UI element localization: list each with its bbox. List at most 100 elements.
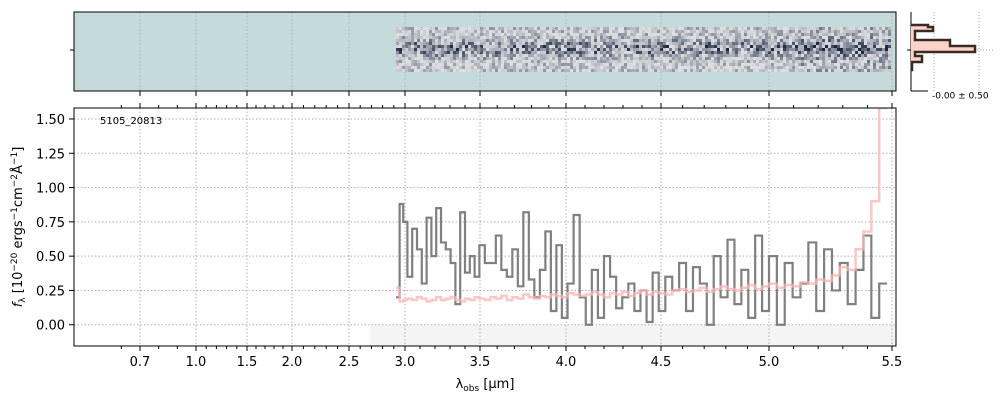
pixel: [843, 27, 846, 30]
pixel: [492, 45, 495, 48]
pixel: [798, 33, 801, 36]
pixel: [594, 60, 597, 63]
pixel: [549, 42, 552, 45]
pixel: [834, 27, 837, 30]
pixel: [621, 39, 624, 42]
pixel: [681, 30, 684, 33]
pixel: [534, 66, 537, 69]
pixel: [432, 45, 435, 48]
pixel: [576, 33, 579, 36]
pixel: [849, 27, 852, 30]
pixel: [681, 33, 684, 36]
pixel: [402, 27, 405, 30]
pixel: [732, 51, 735, 54]
pixel: [648, 66, 651, 69]
pixel: [831, 51, 834, 54]
pixel: [828, 63, 831, 66]
pixel: [783, 27, 786, 30]
pixel: [516, 36, 519, 39]
pixel: [399, 57, 402, 60]
pixel: [849, 33, 852, 36]
pixel: [513, 39, 516, 42]
pixel: [690, 36, 693, 39]
y-tick-label: 1.50: [36, 113, 65, 128]
pixel: [420, 42, 423, 45]
pixel: [771, 69, 774, 72]
pixel: [801, 36, 804, 39]
pixel: [642, 51, 645, 54]
y-axis-label: fλ [10−20 ergs−1cm−2Å−1]: [10, 147, 28, 308]
pixel: [624, 39, 627, 42]
pixel: [795, 48, 798, 51]
pixel: [585, 45, 588, 48]
pixel: [882, 33, 885, 36]
pixel: [885, 63, 888, 66]
pixel: [714, 39, 717, 42]
pixel: [762, 39, 765, 42]
pixel: [423, 66, 426, 69]
pixel: [513, 33, 516, 36]
x-tick-label: 1.5: [237, 355, 258, 370]
pixel: [840, 30, 843, 33]
pixel: [621, 45, 624, 48]
pixel: [399, 48, 402, 51]
pixel: [510, 48, 513, 51]
pixel: [450, 69, 453, 72]
pixel: [810, 33, 813, 36]
pixel: [735, 39, 738, 42]
pixel: [837, 66, 840, 69]
pixel: [405, 66, 408, 69]
pixel: [714, 45, 717, 48]
pixel: [429, 42, 432, 45]
pixel: [843, 63, 846, 66]
pixel: [423, 60, 426, 63]
pixel: [615, 48, 618, 51]
pixel: [429, 27, 432, 30]
pixel: [612, 39, 615, 42]
pixel: [822, 66, 825, 69]
pixel: [828, 57, 831, 60]
pixel: [669, 39, 672, 42]
pixel: [486, 45, 489, 48]
pixel: [528, 60, 531, 63]
pixel: [750, 39, 753, 42]
pixel: [645, 57, 648, 60]
pixel: [642, 39, 645, 42]
pixel: [477, 48, 480, 51]
pixel: [525, 45, 528, 48]
pixel: [705, 39, 708, 42]
pixel: [825, 27, 828, 30]
pixel: [723, 33, 726, 36]
pixel: [867, 30, 870, 33]
pixel: [735, 33, 738, 36]
pixel: [672, 45, 675, 48]
pixel: [600, 36, 603, 39]
pixel: [819, 48, 822, 51]
pixel: [438, 51, 441, 54]
pixel: [783, 39, 786, 42]
pixel: [402, 57, 405, 60]
pixel: [771, 51, 774, 54]
pixel: [882, 66, 885, 69]
pixel: [858, 48, 861, 51]
pixel: [627, 45, 630, 48]
pixel: [780, 57, 783, 60]
pixel: [822, 63, 825, 66]
pixel: [720, 27, 723, 30]
pixel: [456, 33, 459, 36]
pixel: [480, 48, 483, 51]
pixel: [633, 66, 636, 69]
pixel: [810, 57, 813, 60]
pixel: [654, 57, 657, 60]
pixel: [666, 66, 669, 69]
pixel: [666, 69, 669, 72]
pixel: [885, 54, 888, 57]
pixel: [483, 51, 486, 54]
pixel: [456, 45, 459, 48]
pixel: [474, 63, 477, 66]
pixel: [807, 57, 810, 60]
pixel: [615, 42, 618, 45]
x-tick-label: 4.5: [651, 355, 672, 370]
pixel: [585, 69, 588, 72]
pixel: [561, 69, 564, 72]
